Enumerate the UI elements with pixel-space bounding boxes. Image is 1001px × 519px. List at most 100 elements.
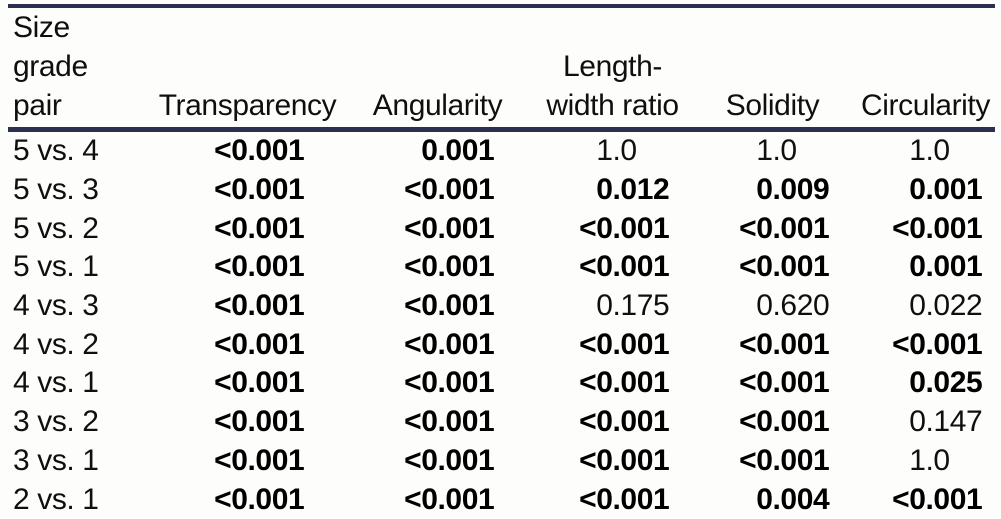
value-int-part: <0 — [214, 289, 248, 323]
value-int-part: <0 — [892, 327, 926, 361]
value-cell-length-width-ratio: 0.175 — [530, 287, 695, 326]
value-int-part: <0 — [579, 327, 613, 361]
value-frac-part: .001 — [437, 366, 495, 400]
value-cell-transparency: <0.001 — [150, 442, 345, 481]
value-frac-part: .001 — [247, 173, 305, 207]
value-cell-circularity: 0.001 — [850, 248, 1001, 287]
value-frac-part: .001 — [772, 327, 830, 361]
value-frac-part: .001 — [925, 211, 983, 245]
value-int-part: <0 — [404, 211, 438, 245]
value-frac-part: .001 — [612, 366, 670, 400]
value-cell-solidity: <0.001 — [695, 209, 850, 248]
value-int-part: 0 — [596, 289, 613, 323]
value-frac-part: .001 — [437, 289, 495, 323]
value-int-part: <0 — [214, 211, 248, 245]
value-cell-circularity: 0.022 — [850, 287, 1001, 326]
value-cell-angularity: <0.001 — [345, 442, 530, 481]
value-cell-transparency: <0.001 — [150, 248, 345, 287]
value-cell-circularity: <0.001 — [850, 480, 1001, 519]
value-int-part: 0 — [756, 482, 773, 516]
value-cell-transparency: <0.001 — [150, 364, 345, 403]
pair-cell: 5 vs. 1 — [13, 250, 99, 284]
value-frac-part: .0 — [772, 134, 798, 168]
table-row: 5 vs. 4 <0.001 0.001 1.0 1.0 1.0 — [0, 132, 1001, 171]
value-frac-part: .001 — [437, 173, 495, 207]
table-row: 4 vs. 2 <0.001 <0.001 <0.001 <0.001 <0.0… — [0, 325, 1001, 364]
table-row: 2 vs. 1 <0.001 <0.001 <0.001 0.004 <0.00… — [0, 480, 1001, 519]
value-cell-transparency: <0.001 — [150, 480, 345, 519]
table-body: 5 vs. 4 <0.001 0.001 1.0 1.0 1.0 5 vs. 3… — [0, 132, 1001, 519]
value-frac-part: .001 — [247, 405, 305, 439]
value-cell-circularity: <0.001 — [850, 209, 1001, 248]
col-header-transparency: Transparency — [158, 89, 337, 122]
value-cell-transparency: <0.001 — [150, 209, 345, 248]
value-cell-solidity: <0.001 — [695, 442, 850, 481]
value-int-part: <0 — [214, 327, 248, 361]
value-cell-angularity: <0.001 — [345, 364, 530, 403]
value-cell-length-width-ratio: 1.0 — [530, 132, 695, 171]
value-int-part: 1 — [596, 134, 613, 168]
value-int-part: 0 — [421, 134, 438, 168]
value-int-part: <0 — [739, 211, 773, 245]
table-header-rule — [8, 127, 995, 132]
value-frac-part: .147 — [925, 405, 983, 439]
value-int-part: <0 — [739, 250, 773, 284]
value-frac-part: .0 — [925, 134, 951, 168]
pair-cell: 4 vs. 3 — [13, 289, 99, 323]
value-int-part: 1 — [756, 134, 773, 168]
value-cell-angularity: 0.001 — [345, 132, 530, 171]
value-int-part: 0 — [756, 289, 773, 323]
value-cell-angularity: <0.001 — [345, 287, 530, 326]
table-row: 3 vs. 2 <0.001 <0.001 <0.001 <0.001 0.14… — [0, 403, 1001, 442]
value-int-part: <0 — [579, 366, 613, 400]
value-frac-part: .001 — [612, 405, 670, 439]
value-cell-transparency: <0.001 — [150, 287, 345, 326]
value-int-part: <0 — [579, 211, 613, 245]
value-frac-part: .0 — [612, 134, 638, 168]
value-frac-part: .001 — [772, 366, 830, 400]
value-frac-part: .001 — [437, 443, 495, 477]
value-frac-part: .0 — [925, 443, 951, 477]
value-frac-part: .022 — [925, 289, 983, 323]
value-int-part: <0 — [579, 405, 613, 439]
table-row: 5 vs. 2 <0.001 <0.001 <0.001 <0.001 <0.0… — [0, 209, 1001, 248]
value-frac-part: .001 — [772, 443, 830, 477]
value-int-part: <0 — [214, 443, 248, 477]
value-frac-part: .001 — [247, 482, 305, 516]
value-int-part: <0 — [214, 482, 248, 516]
value-frac-part: .001 — [925, 327, 983, 361]
value-cell-transparency: <0.001 — [150, 132, 345, 171]
value-cell-length-width-ratio: <0.001 — [530, 364, 695, 403]
value-int-part: <0 — [739, 405, 773, 439]
value-int-part: <0 — [579, 482, 613, 516]
table-header-row: Size grade pair Transparency Angularity … — [0, 8, 1001, 127]
pair-cell: 5 vs. 2 — [13, 211, 99, 245]
value-frac-part: .009 — [772, 173, 830, 207]
value-frac-part: .001 — [772, 211, 830, 245]
pair-cell: 5 vs. 3 — [13, 173, 99, 207]
value-int-part: <0 — [739, 366, 773, 400]
value-frac-part: .001 — [612, 250, 670, 284]
value-int-part: 1 — [909, 443, 926, 477]
value-cell-angularity: <0.001 — [345, 209, 530, 248]
value-cell-length-width-ratio: 0.012 — [530, 171, 695, 210]
pair-cell: 4 vs. 2 — [13, 327, 99, 361]
value-cell-transparency: <0.001 — [150, 403, 345, 442]
value-cell-circularity: 0.001 — [850, 171, 1001, 210]
value-int-part: <0 — [404, 289, 438, 323]
value-frac-part: .001 — [247, 250, 305, 284]
value-frac-part: .620 — [772, 289, 830, 323]
col-header-angularity: Angularity — [372, 89, 503, 122]
value-cell-circularity: 0.025 — [850, 364, 1001, 403]
value-int-part: <0 — [404, 327, 438, 361]
value-frac-part: .001 — [437, 211, 495, 245]
value-frac-part: .001 — [612, 482, 670, 516]
value-int-part: 0 — [909, 366, 926, 400]
pair-cell: 3 vs. 2 — [13, 405, 99, 439]
value-frac-part: .001 — [437, 327, 495, 361]
value-int-part: <0 — [404, 482, 438, 516]
value-frac-part: .001 — [247, 289, 305, 323]
pair-cell: 3 vs. 1 — [13, 443, 99, 477]
value-frac-part: .001 — [437, 405, 495, 439]
table-row: 3 vs. 1 <0.001 <0.001 <0.001 <0.001 1.0 — [0, 442, 1001, 481]
